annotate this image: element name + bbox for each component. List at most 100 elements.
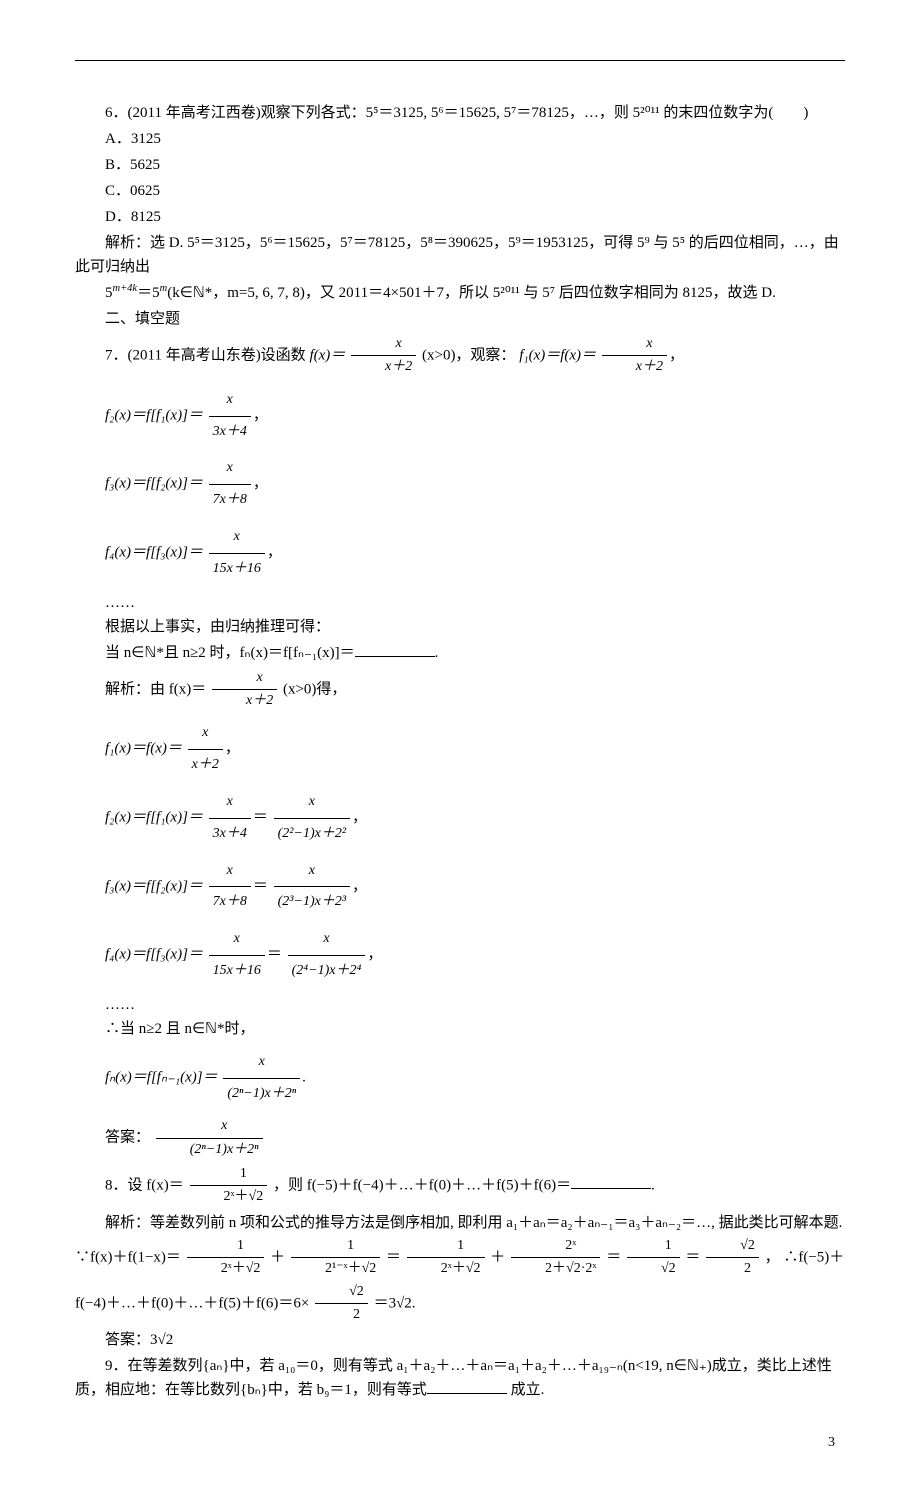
q9-text2: 成立. xyxy=(511,1382,545,1398)
q7-ef3-d1: 7x＋8 xyxy=(209,887,251,918)
q6-option-c: C．0625 xyxy=(75,179,845,203)
q7-ans-num: x xyxy=(156,1115,263,1138)
q8-t1-d: 2ˣ＋√2 xyxy=(187,1258,265,1280)
q7-expl-cond: (x>0)得， xyxy=(283,681,346,697)
q8-eq1: ＝ xyxy=(386,1249,401,1265)
q7-expl-intro: 解析：由 f(x)＝ xx＋2 (x>0)得， xyxy=(75,667,845,713)
q7-ef1-lhs: f₁(x)＝f(x)＝ xyxy=(105,741,182,757)
q7-induct: 根据以上事实，由归纳推理可得： xyxy=(75,615,845,639)
q7-f2-num: x xyxy=(209,385,251,417)
q6-stem: 6．(2011 年高考江西卷)观察下列各式：5⁵＝3125, 5⁶＝15625,… xyxy=(75,101,845,125)
q8-t2: 12¹⁻ˣ＋√2 xyxy=(291,1235,380,1281)
q8-t3-n: 1 xyxy=(407,1235,485,1258)
q7-ei-den: x＋2 xyxy=(212,690,277,712)
q7-f2-lhs: f₂(x)＝f[f₁(x)]＝ xyxy=(105,408,203,424)
q7-ef2-frac1: x3x＋4 xyxy=(209,787,251,850)
section-2-title: 二、填空题 xyxy=(75,307,845,331)
q7-f4-num: x xyxy=(209,522,265,554)
q7-ef2-n2: x xyxy=(274,787,350,819)
q7-f2-den: 3x＋4 xyxy=(209,417,251,448)
q8-t6b-d: 2 xyxy=(315,1304,368,1326)
q7-ef4-frac2: x(2⁴−1)x＋2⁴ xyxy=(288,924,366,987)
q7-ef4-lhs: f₄(x)＝f[f₃(x)]＝ xyxy=(105,947,203,963)
q7-frac-1b: xx＋2 xyxy=(602,333,667,379)
q6-e2-sup1: m+4k xyxy=(113,283,138,294)
q7-fn-frac: x(2ⁿ−1)x＋2ⁿ xyxy=(223,1047,300,1110)
q8-answer: 答案：3√2 xyxy=(75,1328,845,1352)
q8-plus2: ＋ xyxy=(490,1249,505,1265)
q7-stem: 7．(2011 年高考山东卷)设函数 f(x)＝ xx＋2 (x>0)，观察： … xyxy=(75,333,845,379)
q8-concl-end: ＝3√2. xyxy=(374,1295,416,1311)
q7-ef4-n2: x xyxy=(288,924,366,956)
q7-ef2-lhs: f₂(x)＝f[f₁(x)]＝ xyxy=(105,810,203,826)
q8-intro2: ，则 f(−5)＋f(−4)＋…＋f(0)＋…＋f(5)＋f(6)＝ xyxy=(273,1177,571,1193)
q7-ef2-frac2: x(2²−1)x＋2² xyxy=(274,787,350,850)
q9-blank xyxy=(427,1379,507,1394)
q7-f3-den: 7x＋8 xyxy=(209,485,251,516)
q8-t6-d: 2 xyxy=(706,1258,759,1280)
q7-blank xyxy=(355,642,435,657)
q7-ef1-den: x＋2 xyxy=(188,750,223,781)
q8-t3: 12ˣ＋√2 xyxy=(407,1235,485,1281)
q7-expl-f4: f₄(x)＝f[f₃(x)]＝ x15x＋16＝ x(2⁴−1)x＋2⁴， xyxy=(75,924,845,987)
q7-when-text: 当 n∈ℕ*且 n≥2 时，fₙ(x)＝f[fₙ₋₁(x)]＝ xyxy=(105,645,355,661)
q7-dots2: …… xyxy=(75,993,845,1017)
q7-f3: f₃(x)＝f[f₂(x)]＝ x7x＋8， xyxy=(75,453,845,516)
q7-f3-num: x xyxy=(209,453,251,485)
q7-ef2-n1: x xyxy=(209,787,251,819)
q7-expl-pre: 解析：由 f(x)＝ xyxy=(105,681,206,697)
q8-t5: 1√2 xyxy=(627,1235,680,1281)
q7-therefore: ∴当 n≥2 且 n∈ℕ*时， xyxy=(75,1017,845,1041)
q8-f-num: 1 xyxy=(190,1163,268,1186)
q8-expl: 解析：等差数列前 n 项和公式的推导方法是倒序相加, 即利用 a₁＋aₙ＝a₂＋… xyxy=(75,1211,845,1327)
q7-ef4-d2: (2⁴−1)x＋2⁴ xyxy=(288,956,366,987)
q6-e2-b: ＝5 xyxy=(137,285,160,301)
q8-f-den: 2ˣ＋√2 xyxy=(190,1186,268,1208)
q7-intro-pre: 7．(2011 年高考山东卷)设函数 xyxy=(105,347,309,363)
q7-expl-f1: f₁(x)＝f(x)＝ xx＋2， xyxy=(75,718,845,781)
q7-dots: …… xyxy=(75,591,845,615)
q7-fn-den: (2ⁿ−1)x＋2ⁿ xyxy=(223,1079,300,1110)
q7-expl-f3: f₃(x)＝f[f₂(x)]＝ x7x＋8＝ x(2³−1)x＋2³， xyxy=(75,856,845,919)
q7-ef3-n2: x xyxy=(274,856,350,888)
q7-ef4-d1: 15x＋16 xyxy=(209,956,265,987)
q7-fn: fₙ(x)＝f[fₙ₋₁(x)]＝ x(2ⁿ−1)x＋2ⁿ. xyxy=(75,1047,845,1110)
q8-t4: 2ˣ2＋√2·2ˣ xyxy=(511,1235,600,1281)
q8-t6: √22 xyxy=(706,1235,759,1281)
q7-frac1-num: x xyxy=(351,333,416,356)
q7-ef1-num: x xyxy=(188,718,223,750)
q7-expl-f2: f₂(x)＝f[f₁(x)]＝ x3x＋4＝ x(2²−1)x＋2²， xyxy=(75,787,845,850)
q7-ans-den: (2ⁿ−1)x＋2ⁿ xyxy=(156,1139,263,1161)
q8-t4-n: 2ˣ xyxy=(511,1235,600,1258)
q8-t5-d: √2 xyxy=(627,1258,680,1280)
q7-ef3-d2: (2³−1)x＋2³ xyxy=(274,887,350,918)
q7-ef3-n1: x xyxy=(209,856,251,888)
q7-f3-lhs: f₃(x)＝f[f₂(x)]＝ xyxy=(105,476,203,492)
q7-fn-lhs: fₙ(x)＝f[fₙ₋₁(x)]＝ xyxy=(105,1069,218,1085)
q7-ef3-frac2: x(2³−1)x＋2³ xyxy=(274,856,350,919)
q8-t2-d: 2¹⁻ˣ＋√2 xyxy=(291,1258,380,1280)
q7-answer: 答案： x(2ⁿ−1)x＋2ⁿ xyxy=(75,1115,845,1161)
q8-t1-n: 1 xyxy=(187,1235,265,1258)
q8-intro: 8．设 f(x)＝ xyxy=(105,1177,184,1193)
top-rule xyxy=(75,60,845,61)
q7-f1: f₁(x)＝f(x)＝ xyxy=(519,347,596,363)
q7-ef2-d2: (2²−1)x＋2² xyxy=(274,819,350,850)
q7-fn-num: x xyxy=(223,1047,300,1079)
q7-expl-frac: xx＋2 xyxy=(212,667,277,713)
q8-plus1: ＋ xyxy=(270,1249,285,1265)
q7-f4-lhs: f₄(x)＝f[f₃(x)]＝ xyxy=(105,545,203,561)
q8-stem: 8．设 f(x)＝ 12ˣ＋√2 ，则 f(−5)＋f(−4)＋…＋f(0)＋…… xyxy=(75,1163,845,1209)
q7-cond: (x>0)，观察： xyxy=(422,347,515,363)
q7-f1-den: x＋2 xyxy=(602,356,667,378)
q6-expl-2: 5m+4k＝5m(k∈ℕ*，m=5, 6, 7, 8)，又 2011＝4×501… xyxy=(75,281,845,305)
q8-t3-d: 2ˣ＋√2 xyxy=(407,1258,485,1280)
q6-option-b: B．5625 xyxy=(75,153,845,177)
q7-ans-frac: x(2ⁿ−1)x＋2ⁿ xyxy=(156,1115,263,1161)
q9-stem: 9．在等差数列{aₙ}中，若 a₁₀＝0，则有等式 a₁＋a₂＋…＋aₙ＝a₁＋… xyxy=(75,1354,845,1402)
q8-t2-n: 1 xyxy=(291,1235,380,1258)
q7-f1-num: x xyxy=(602,333,667,356)
q8-t1: 12ˣ＋√2 xyxy=(187,1235,265,1281)
q6-option-d: D．8125 xyxy=(75,205,845,229)
q7-ans-label: 答案： xyxy=(105,1130,150,1146)
